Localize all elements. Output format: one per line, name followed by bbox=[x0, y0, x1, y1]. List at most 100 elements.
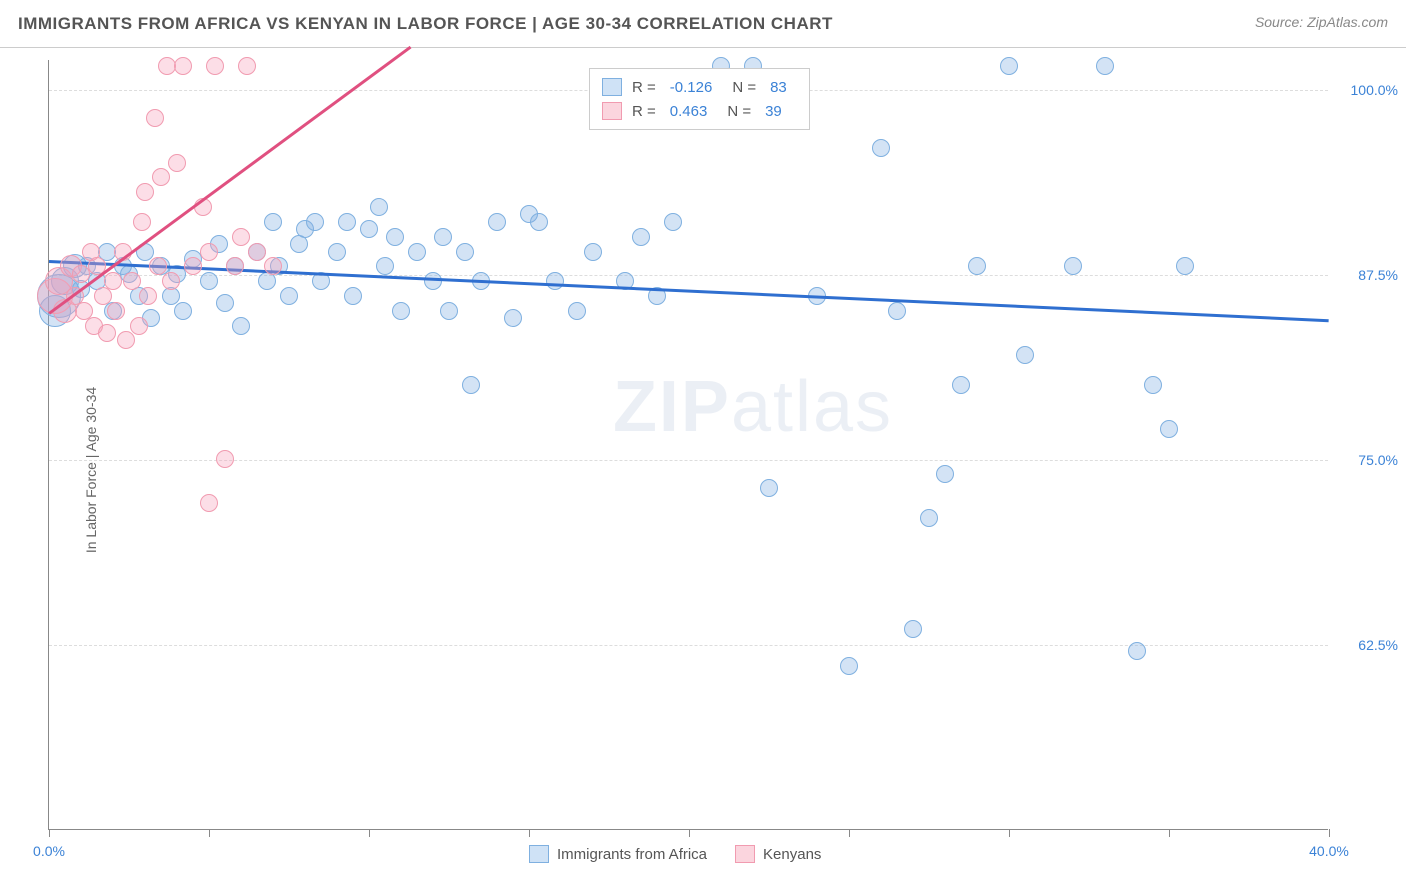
n-value: 83 bbox=[766, 79, 797, 96]
legend-row: R = 0.463 N = 39 bbox=[602, 99, 797, 123]
data-point-kenyans bbox=[238, 57, 256, 75]
data-point-kenyans bbox=[206, 57, 224, 75]
data-point-africa bbox=[840, 657, 858, 675]
data-point-africa bbox=[1064, 257, 1082, 275]
legend-item: Immigrants from Africa bbox=[529, 845, 707, 863]
data-point-africa bbox=[456, 243, 474, 261]
data-point-africa bbox=[376, 257, 394, 275]
data-point-africa bbox=[328, 243, 346, 261]
data-point-africa bbox=[264, 213, 282, 231]
data-point-africa bbox=[968, 257, 986, 275]
data-point-africa bbox=[344, 287, 362, 305]
x-tick-label: 0.0% bbox=[33, 843, 65, 859]
y-tick-label: 62.5% bbox=[1358, 637, 1398, 653]
data-point-kenyans bbox=[146, 109, 164, 127]
n-label: N = bbox=[732, 79, 756, 96]
plot-container: In Labor Force | Age 30-34 62.5%75.0%87.… bbox=[0, 48, 1406, 892]
legend-label: Kenyans bbox=[763, 846, 821, 863]
data-point-africa bbox=[584, 243, 602, 261]
data-point-africa bbox=[386, 228, 404, 246]
data-point-africa bbox=[504, 309, 522, 327]
data-point-africa bbox=[1000, 57, 1018, 75]
scatter-plot: 62.5%75.0%87.5%100.0%0.0%40.0%ZIPatlasR … bbox=[48, 60, 1328, 830]
data-point-kenyans bbox=[232, 228, 250, 246]
data-point-africa bbox=[488, 213, 506, 231]
x-tick bbox=[209, 829, 210, 837]
data-point-kenyans bbox=[168, 154, 186, 172]
grid-line bbox=[49, 460, 1328, 461]
n-value: 39 bbox=[761, 103, 792, 120]
legend-swatch bbox=[735, 845, 755, 863]
legend-item: Kenyans bbox=[735, 845, 821, 863]
data-point-kenyans bbox=[149, 257, 167, 275]
r-label: R = bbox=[632, 103, 656, 120]
data-point-kenyans bbox=[152, 168, 170, 186]
x-tick bbox=[49, 829, 50, 837]
data-point-africa bbox=[1160, 420, 1178, 438]
x-tick bbox=[1169, 829, 1170, 837]
data-point-africa bbox=[360, 220, 378, 238]
data-point-africa bbox=[280, 287, 298, 305]
data-point-africa bbox=[664, 213, 682, 231]
legend-swatch bbox=[529, 845, 549, 863]
data-point-africa bbox=[760, 479, 778, 497]
data-point-kenyans bbox=[162, 272, 180, 290]
data-point-africa bbox=[888, 302, 906, 320]
data-point-africa bbox=[408, 243, 426, 261]
data-point-africa bbox=[338, 213, 356, 231]
y-tick-label: 100.0% bbox=[1351, 82, 1398, 98]
data-point-africa bbox=[904, 620, 922, 638]
data-point-africa bbox=[1128, 642, 1146, 660]
data-point-kenyans bbox=[98, 324, 116, 342]
correlation-legend: R =-0.126N =83R =0.463N =39 bbox=[589, 68, 810, 130]
data-point-africa bbox=[424, 272, 442, 290]
data-point-africa bbox=[920, 509, 938, 527]
data-point-kenyans bbox=[200, 494, 218, 512]
data-point-africa bbox=[440, 302, 458, 320]
chart-title: IMMIGRANTS FROM AFRICA VS KENYAN IN LABO… bbox=[18, 14, 833, 33]
data-point-kenyans bbox=[117, 331, 135, 349]
series-legend: Immigrants from Africa Kenyans bbox=[529, 845, 839, 863]
legend-label: Immigrants from Africa bbox=[557, 846, 707, 863]
data-point-africa bbox=[1144, 376, 1162, 394]
data-point-kenyans bbox=[104, 272, 122, 290]
chart-source: Source: ZipAtlas.com bbox=[1255, 14, 1388, 30]
data-point-africa bbox=[1016, 346, 1034, 364]
data-point-africa bbox=[200, 272, 218, 290]
data-point-kenyans bbox=[123, 272, 141, 290]
n-label: N = bbox=[727, 103, 751, 120]
y-tick-label: 75.0% bbox=[1358, 452, 1398, 468]
data-point-kenyans bbox=[248, 243, 266, 261]
data-point-africa bbox=[216, 294, 234, 312]
data-point-africa bbox=[546, 272, 564, 290]
r-value: 0.463 bbox=[666, 103, 718, 120]
data-point-africa bbox=[306, 213, 324, 231]
data-point-kenyans bbox=[216, 450, 234, 468]
data-point-africa bbox=[462, 376, 480, 394]
x-tick bbox=[689, 829, 690, 837]
data-point-kenyans bbox=[184, 257, 202, 275]
data-point-africa bbox=[530, 213, 548, 231]
data-point-africa bbox=[568, 302, 586, 320]
data-point-africa bbox=[370, 198, 388, 216]
data-point-kenyans bbox=[226, 257, 244, 275]
grid-line bbox=[49, 275, 1328, 276]
data-point-africa bbox=[392, 302, 410, 320]
data-point-kenyans bbox=[107, 302, 125, 320]
x-tick bbox=[369, 829, 370, 837]
data-point-africa bbox=[936, 465, 954, 483]
data-point-kenyans bbox=[136, 183, 154, 201]
data-point-africa bbox=[952, 376, 970, 394]
data-point-africa bbox=[872, 139, 890, 157]
r-label: R = bbox=[632, 79, 656, 96]
r-value: -0.126 bbox=[666, 79, 723, 96]
legend-swatch bbox=[602, 102, 622, 120]
data-point-kenyans bbox=[130, 317, 148, 335]
data-point-kenyans bbox=[174, 57, 192, 75]
legend-row: R = -0.126 N = 83 bbox=[602, 75, 797, 99]
data-point-africa bbox=[1176, 257, 1194, 275]
data-point-kenyans bbox=[200, 243, 218, 261]
data-point-kenyans bbox=[264, 257, 282, 275]
chart-header: IMMIGRANTS FROM AFRICA VS KENYAN IN LABO… bbox=[0, 0, 1406, 48]
x-tick bbox=[1329, 829, 1330, 837]
